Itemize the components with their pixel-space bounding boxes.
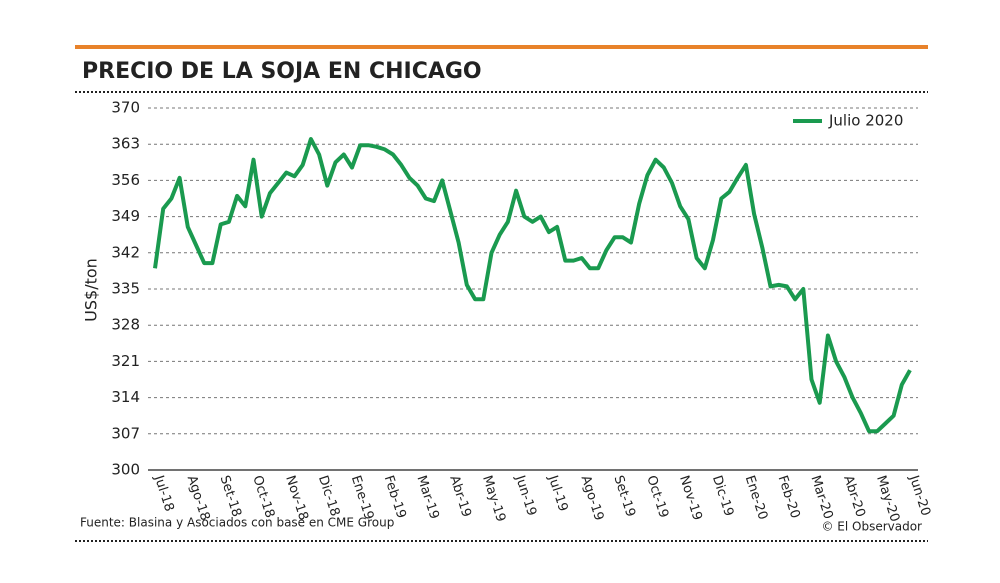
x-tick-label: Abr-19 <box>446 474 474 519</box>
y-tick-label: 349 <box>111 207 140 225</box>
x-tick-label: Nov-19 <box>676 474 705 523</box>
y-tick-label: 300 <box>111 461 140 479</box>
y-tick-label: 370 <box>111 99 140 117</box>
x-tick-label: Dic-19 <box>709 474 736 519</box>
y-tick-label: 363 <box>111 135 140 153</box>
x-tick-label: Jul-18 <box>151 473 177 514</box>
credit: © El Observador <box>821 520 922 534</box>
y-tick-label: 356 <box>111 171 140 189</box>
x-tick-label: Ago-19 <box>578 474 607 523</box>
y-tick-label: 321 <box>111 352 140 370</box>
x-tick-label: Abr-20 <box>840 474 868 519</box>
x-tick-label: Feb-20 <box>775 474 803 521</box>
source: Fuente: Blasina y Asociados con base en … <box>80 516 394 530</box>
x-tick-label: May-19 <box>479 474 508 524</box>
x-tick-label: Dic-18 <box>315 474 342 519</box>
y-tick-label: 342 <box>111 243 140 261</box>
x-tick-label: Mar-19 <box>413 474 441 521</box>
legend-label: Julio 2020 <box>828 112 903 130</box>
x-tick-label: Set-18 <box>217 474 244 519</box>
x-tick-label: Feb-19 <box>381 474 409 521</box>
x-tick-label: Ene-20 <box>742 474 770 522</box>
line-series <box>153 137 912 434</box>
y-tick-label: 328 <box>111 316 140 334</box>
x-tick-label: Oct-19 <box>643 474 671 520</box>
x-tick-label: Jun-19 <box>512 473 539 518</box>
x-tick-label: Jul-19 <box>544 473 570 514</box>
x-tick-label: Jun-20 <box>906 473 933 518</box>
y-tick-label: 314 <box>111 388 140 406</box>
y-tick-label: 335 <box>111 280 140 298</box>
x-tick-label: Oct-18 <box>249 474 277 520</box>
x-tick-label: May-20 <box>873 474 902 524</box>
x-tick-label: Set-19 <box>610 474 637 519</box>
y-tick-label: 307 <box>111 424 140 442</box>
chart-title: PRECIO DE LA SOJA EN CHICAGO <box>82 59 482 84</box>
x-tick-label: Mar-20 <box>807 474 835 521</box>
y-axis-label: US$/ton <box>82 258 101 322</box>
